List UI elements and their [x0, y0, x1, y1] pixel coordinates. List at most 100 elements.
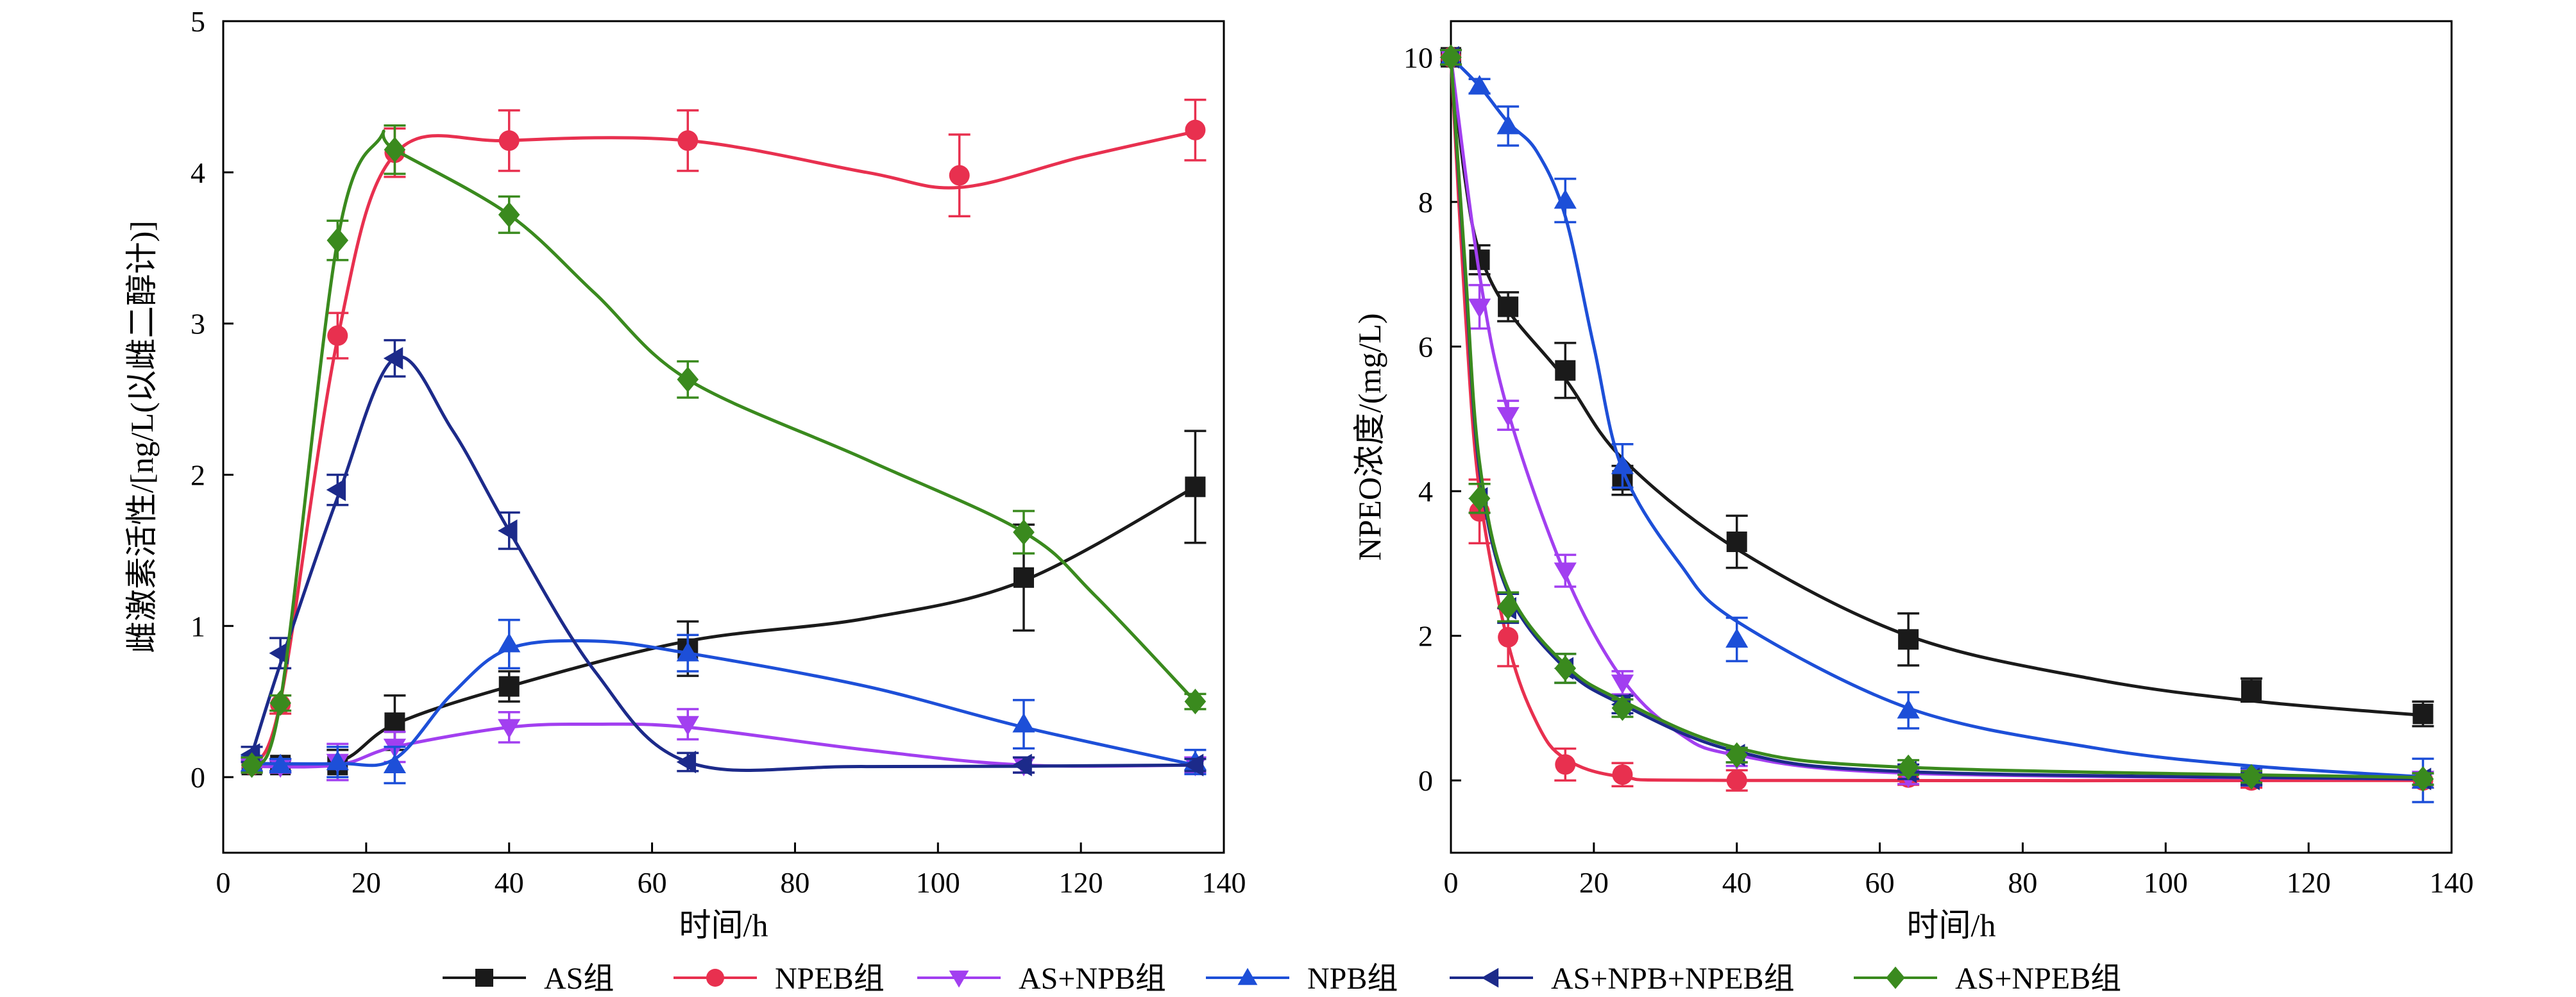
plot-frame [1450, 20, 2453, 854]
data-point [1185, 119, 1206, 140]
series-npb [240, 619, 1207, 785]
legend-label: AS+NPB+NPEB组 [1551, 962, 1795, 996]
series-as-plus-npb [1439, 49, 2435, 791]
series-as [241, 430, 1207, 782]
data-point [1498, 626, 1519, 648]
legend-label: NPB组 [1307, 962, 1398, 996]
x-tick-label: 140 [2430, 866, 2474, 899]
data-point [498, 676, 520, 697]
series-line [1449, 57, 2423, 781]
data-point [1554, 189, 1577, 209]
x-tick-label: 80 [780, 866, 809, 899]
data-point [1726, 770, 1747, 791]
data-point [1185, 476, 1206, 498]
y-tick-label: 8 [1418, 186, 1433, 219]
data-point [1012, 712, 1035, 733]
data-point [1468, 74, 1491, 95]
data-point [383, 753, 407, 774]
series-npeb [241, 98, 1207, 776]
legend-marker [949, 970, 969, 988]
legend-label: NPEB组 [775, 962, 885, 996]
data-point [1555, 754, 1576, 775]
legend-item-as-plus-npb: AS+NPB组 [917, 962, 1166, 996]
x-axis-label: 时间/h [679, 907, 768, 943]
legend: AS组 NPEB组 AS+NPB组 NPB组 AS+NPB+NPEB组 AS+NPEB组 [443, 962, 2121, 996]
legend-label: AS组 [544, 962, 614, 996]
series-line [250, 130, 1196, 766]
x-tick-label: 40 [1722, 866, 1752, 899]
data-point [676, 750, 697, 774]
data-point [1184, 689, 1207, 715]
data-point [1498, 296, 1519, 317]
plot-frame [222, 20, 1225, 854]
x-tick-label: 100 [2144, 866, 2188, 899]
data-point [1725, 628, 1749, 648]
series-as-plus-npeb [1440, 44, 2434, 792]
legend-marker [1237, 968, 1258, 985]
data-point [1497, 594, 1519, 620]
y-tick-label: 4 [1418, 475, 1433, 508]
series-npb [1439, 46, 2435, 803]
y-tick-label: 10 [1403, 41, 1433, 74]
x-tick-label: 40 [495, 866, 524, 899]
data-point [241, 752, 263, 778]
data-point [1496, 406, 1520, 427]
y-tick-label: 5 [191, 5, 205, 38]
series-line [1449, 57, 2423, 780]
data-point [2412, 703, 2434, 725]
data-point [1496, 114, 1520, 135]
data-point [2241, 764, 2262, 790]
data-point [326, 227, 349, 253]
data-point [383, 347, 403, 370]
y-tick-label: 3 [191, 308, 205, 340]
x-tick-label: 140 [1202, 866, 1246, 899]
data-point [676, 716, 699, 736]
x-tick-label: 120 [2287, 866, 2331, 899]
x-tick-label: 20 [352, 866, 381, 899]
data-point [1012, 753, 1032, 776]
data-point [1612, 764, 1633, 785]
series-line [1449, 57, 2423, 717]
legend-item-npb: NPB组 [1206, 962, 1398, 996]
data-point [1183, 753, 1204, 776]
data-point [1440, 44, 1462, 71]
legend-marker [706, 969, 724, 987]
series-line [1449, 57, 2423, 781]
y-tick-label: 1 [191, 610, 205, 642]
series-line [251, 639, 1196, 767]
legend-label: AS+NPEB组 [1955, 962, 2121, 996]
data-point [498, 719, 521, 739]
legend-label: AS+NPB组 [1019, 962, 1166, 996]
legend-marker [1481, 968, 1499, 988]
y-tick-label: 6 [1418, 331, 1433, 364]
legend-item-as: AS组 [443, 962, 614, 996]
y-tick-label: 0 [1418, 764, 1433, 797]
data-point [1611, 674, 1634, 694]
data-point [384, 137, 406, 163]
y-tick-label: 2 [191, 458, 205, 491]
data-point [1611, 455, 1634, 474]
data-point [1725, 742, 1748, 768]
data-point [1554, 655, 1577, 682]
data-point [269, 753, 292, 774]
x-tick-label: 0 [216, 866, 231, 899]
data-point [677, 366, 699, 392]
legend-marker [1886, 966, 1905, 989]
data-point [269, 642, 289, 665]
series-line [250, 130, 1197, 766]
data-point [1468, 485, 1491, 512]
x-axis-label: 时间/h [1907, 907, 1996, 943]
data-point [498, 519, 518, 542]
data-point [677, 130, 699, 151]
series-line [1449, 57, 2423, 783]
y-tick-label: 0 [191, 761, 205, 794]
legend-marker [475, 969, 493, 987]
x-tick-label: 100 [916, 866, 960, 899]
data-point [1897, 699, 1920, 719]
x-tick-label: 60 [1865, 866, 1895, 899]
npeo-concentration-chart: 0 20 40 60 80 100 120 140 0 2 4 6 8 10 时间/h NPEO浓度/(mg/… [1352, 20, 2474, 943]
legend-item-as-plus-npb-plus-npeb: AS+NPB+NPEB组 [1450, 962, 1795, 996]
y-tick-label: 4 [191, 156, 205, 189]
estrogen-activity-chart: 0 20 40 60 80 100 120 140 0 1 2 3 4 5 时间/h 雌激素活性/[ng/L(… [124, 5, 1246, 943]
x-tick-label: 20 [1579, 866, 1609, 899]
